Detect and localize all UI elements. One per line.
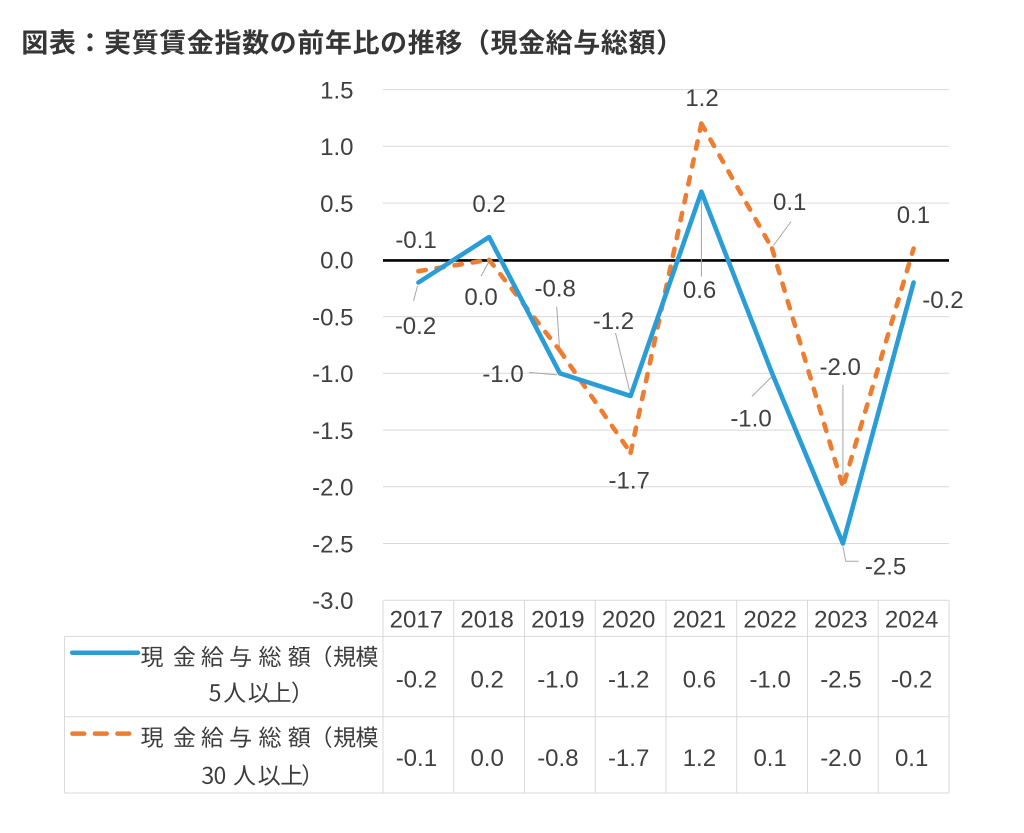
svg-text:2021: 2021 [673, 606, 726, 633]
svg-text:-0.1: -0.1 [396, 745, 437, 772]
svg-text:-3.0: -3.0 [312, 588, 353, 615]
svg-text:0.1: 0.1 [895, 745, 928, 772]
svg-text:-0.8: -0.8 [537, 745, 578, 772]
svg-text:0.1: 0.1 [897, 202, 930, 229]
svg-text:0.5: 0.5 [320, 191, 353, 218]
svg-text:2019: 2019 [531, 606, 584, 633]
svg-text:-2.5: -2.5 [312, 531, 353, 558]
svg-text:0.1: 0.1 [773, 189, 806, 216]
svg-text:2024: 2024 [885, 606, 938, 633]
svg-text:2017: 2017 [390, 606, 443, 633]
svg-text:-1.0: -1.0 [730, 405, 771, 432]
svg-text:-2.5: -2.5 [820, 666, 861, 693]
svg-text:-0.2: -0.2 [891, 666, 932, 693]
svg-text:-2.0: -2.0 [312, 475, 353, 502]
svg-text:2022: 2022 [743, 606, 796, 633]
svg-text:-1.0: -1.0 [482, 361, 523, 388]
svg-text:-0.2: -0.2 [922, 287, 963, 314]
svg-text:1.5: 1.5 [320, 77, 353, 104]
svg-text:2023: 2023 [814, 606, 867, 633]
svg-text:1.2: 1.2 [683, 745, 716, 772]
svg-text:-0.1: -0.1 [395, 227, 436, 254]
svg-text:0.6: 0.6 [683, 666, 716, 693]
svg-text:-0.8: -0.8 [535, 276, 576, 303]
svg-text:-1.7: -1.7 [608, 745, 649, 772]
svg-text:0.6: 0.6 [683, 277, 716, 304]
svg-text:0.2: 0.2 [472, 191, 505, 218]
svg-text:-0.2: -0.2 [395, 313, 436, 340]
svg-text:-2.5: -2.5 [865, 554, 906, 581]
svg-text:2018: 2018 [460, 606, 513, 633]
svg-text:1.2: 1.2 [685, 85, 718, 112]
svg-text:1.0: 1.0 [320, 134, 353, 161]
svg-text:0.0: 0.0 [464, 284, 497, 311]
svg-text:0.2: 0.2 [470, 666, 503, 693]
svg-text:-1.0: -1.0 [312, 361, 353, 388]
svg-text:-1.2: -1.2 [593, 308, 634, 335]
svg-text:-1.0: -1.0 [749, 666, 790, 693]
svg-text:0.1: 0.1 [753, 745, 786, 772]
svg-text:-1.5: -1.5 [312, 418, 353, 445]
svg-text:-0.2: -0.2 [396, 666, 437, 693]
svg-text:-2.0: -2.0 [820, 354, 861, 381]
svg-text:0.0: 0.0 [470, 745, 503, 772]
svg-text:2020: 2020 [602, 606, 655, 633]
svg-text:0.0: 0.0 [320, 248, 353, 275]
svg-text:-1.2: -1.2 [608, 666, 649, 693]
svg-text:-1.0: -1.0 [537, 666, 578, 693]
svg-text:-0.5: -0.5 [312, 304, 353, 331]
svg-text:-1.7: -1.7 [609, 467, 650, 494]
svg-text:-2.0: -2.0 [820, 745, 861, 772]
